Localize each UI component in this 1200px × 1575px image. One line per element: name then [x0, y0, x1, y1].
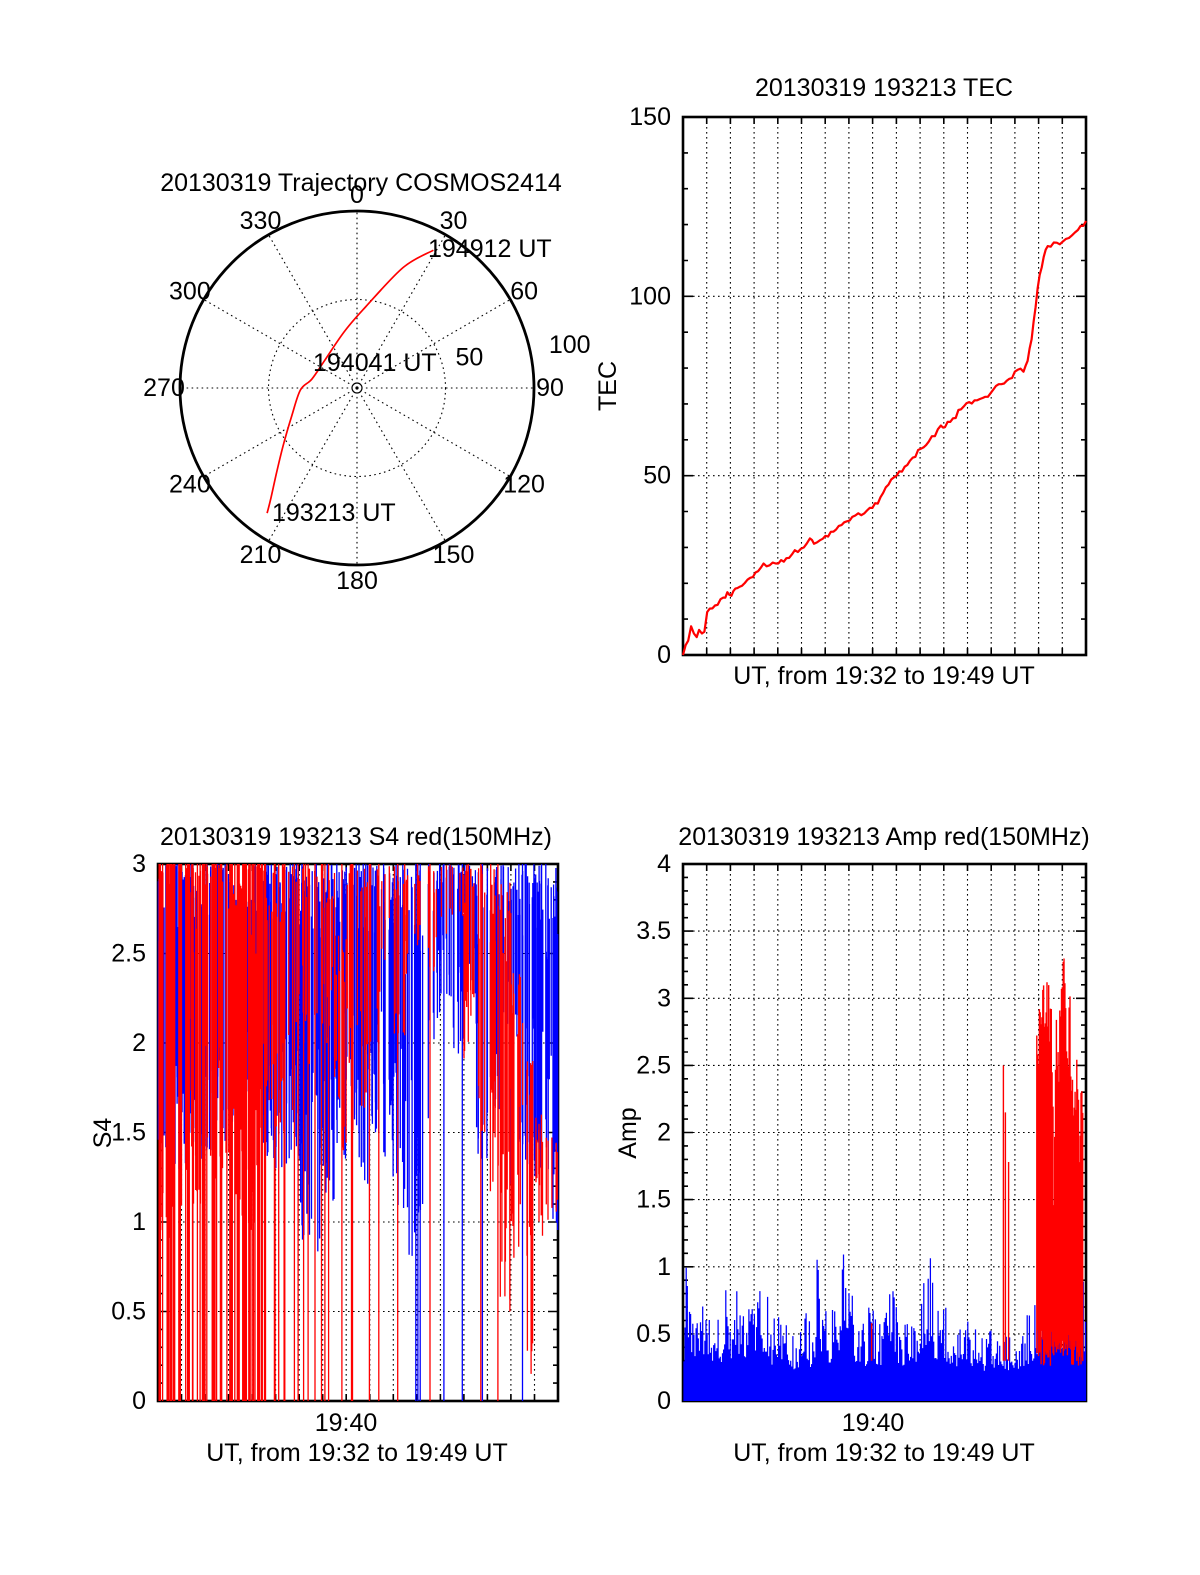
- amp-blue-series: [683, 1240, 1087, 1401]
- y-tick-label: 150: [629, 103, 671, 131]
- s4-plot-title: 20130319 193213 S4 red(150MHz): [160, 823, 552, 851]
- tec-y-axis-label: TEC: [593, 361, 622, 411]
- y-tick-label: 1: [657, 1253, 671, 1281]
- tec-plot: 0 50 100 150: [629, 103, 1088, 669]
- y-tick-label: 50: [643, 462, 671, 490]
- radial-tick-label: 100: [549, 331, 591, 359]
- amp-plot: 0 0.5 1 1.5 2 2.5 3 3.5 4: [636, 850, 1088, 1415]
- azimuth-tick-label: 30: [440, 207, 468, 235]
- polar-plot: 0 30 60 90 120 150 180 210 240 270 300 330 50 100 1949…: [143, 181, 590, 595]
- y-tick-label: 4: [657, 850, 671, 878]
- polar-grid-circle-50: [267, 298, 447, 478]
- y-tick-label: 3: [132, 850, 146, 878]
- y-tick-label: 0: [132, 1387, 146, 1415]
- azimuth-tick-label: 150: [433, 541, 475, 569]
- y-tick-label: 100: [629, 282, 671, 310]
- polar-outer-circle: [178, 209, 536, 567]
- y-tick-label: 2: [657, 1119, 671, 1147]
- tec-plot-title: 20130319 193213 TEC: [754, 74, 1014, 102]
- s4-x-tick-label: 19:40: [314, 1409, 378, 1437]
- y-tick-label: 1.5: [111, 1119, 146, 1147]
- tec-line-series: [681, 220, 1087, 656]
- s4-x-axis-label: UT, from 19:32 to 19:49 UT: [206, 1439, 508, 1467]
- radial-tick-label: 50: [455, 343, 483, 371]
- amp-y-axis-label: Amp: [613, 1107, 642, 1159]
- y-tick-label: 2: [132, 1029, 146, 1057]
- s4-red-series: [158, 864, 558, 1401]
- polar-center-dot: [355, 386, 359, 390]
- azimuth-tick-label: 240: [169, 471, 211, 499]
- azimuth-tick-label: 0: [350, 181, 364, 209]
- trajectory-time-annotation: 194912 UT: [428, 235, 552, 263]
- y-tick-label: 1.5: [636, 1186, 671, 1214]
- azimuth-tick-label: 210: [240, 541, 282, 569]
- y-tick-label: 2.5: [111, 940, 146, 968]
- trajectory-time-annotation: 194041 UT: [313, 349, 437, 377]
- s4-plot: 0 0.5 1 1.5 2 2.5 3: [111, 850, 560, 1415]
- y-tick-label: 3: [657, 984, 671, 1012]
- polar-plot-title: 20130319 Trajectory COSMOS2414: [160, 169, 562, 197]
- y-tick-label: 0: [657, 1387, 671, 1415]
- azimuth-tick-label: 90: [536, 374, 564, 402]
- amp-x-tick-label: 19:40: [841, 1409, 905, 1437]
- trajectory-time-annotation: 193213 UT: [272, 499, 396, 527]
- azimuth-tick-label: 270: [143, 374, 185, 402]
- tec-x-axis-label: UT, from 19:32 to 19:49 UT: [733, 662, 1035, 690]
- grid-lines: [683, 864, 1086, 1401]
- amp-plot-title: 20130319 193213 Amp red(150MHz): [678, 823, 1090, 851]
- azimuth-tick-label: 300: [169, 278, 211, 306]
- y-tick-label: 1: [132, 1208, 146, 1236]
- grid-lines: [683, 117, 1086, 655]
- amp-x-axis-label: UT, from 19:32 to 19:49 UT: [733, 1439, 1035, 1467]
- polar-center-marker: [351, 382, 363, 394]
- azimuth-tick-label: 180: [336, 567, 378, 595]
- axes-box: [681, 115, 1088, 657]
- y-tick-label: 0.5: [111, 1298, 146, 1326]
- axis-ticks: [683, 116, 1086, 656]
- s4-y-axis-label: S4: [88, 1117, 117, 1149]
- trajectory-path: [266, 249, 434, 514]
- y-tick-label: 3.5: [636, 917, 671, 945]
- azimuth-tick-label: 120: [503, 471, 545, 499]
- y-tick-label: 0.5: [636, 1320, 671, 1348]
- azimuth-tick-label: 330: [240, 207, 282, 235]
- amp-red-series: [870, 958, 1084, 1366]
- azimuth-tick-label: 60: [510, 278, 538, 306]
- y-tick-label: 0: [657, 641, 671, 669]
- y-tick-label: 2.5: [636, 1051, 671, 1079]
